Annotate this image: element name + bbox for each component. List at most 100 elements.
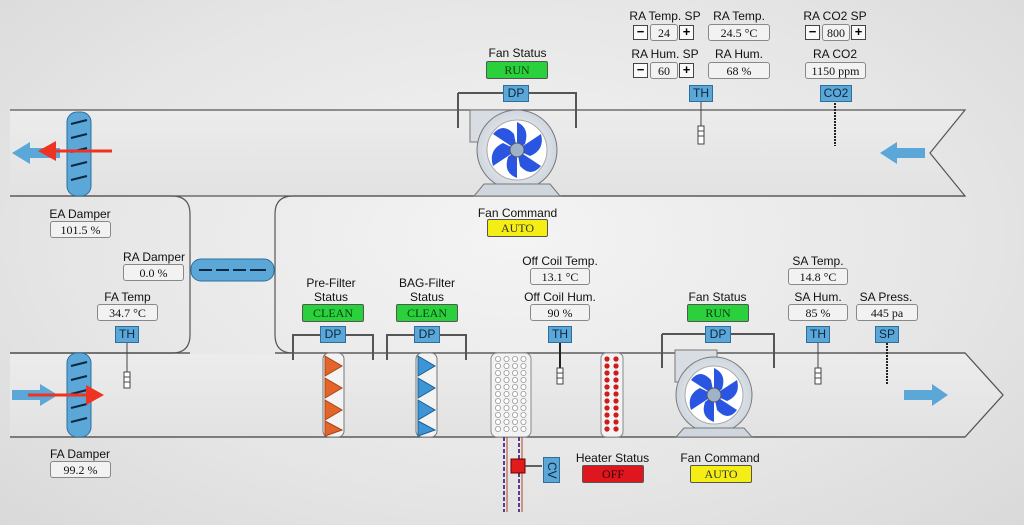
heater-element (604, 412, 610, 418)
pre-filter-label: Pre-Filter (306, 276, 356, 290)
ea-damper[interactable] (66, 111, 92, 197)
coil-tube (494, 355, 501, 362)
pre-filter-dp-tag[interactable]: DP (320, 326, 346, 343)
heater-element (604, 363, 610, 369)
coil-tube (503, 425, 510, 432)
sa-temp-value: 14.8 °C (788, 268, 848, 285)
heating-coil[interactable] (600, 352, 624, 438)
coil-tube (503, 418, 510, 425)
return-fan-command-button[interactable]: AUTO (487, 219, 548, 237)
heater-element (613, 412, 619, 418)
ra-co2-sp-value[interactable]: 800 (822, 24, 850, 41)
sa-sp-tag[interactable]: SP (875, 326, 899, 343)
off-coil-th-probe (556, 343, 564, 385)
bag-filter-status-indicator: CLEAN (396, 304, 458, 322)
off-coil-hum-label: Off Coil Hum. (524, 290, 596, 304)
control-valve[interactable] (510, 458, 542, 474)
coil-tube (494, 404, 501, 411)
fa-damper-label: FA Damper (49, 447, 111, 461)
fresh-air-arrow (12, 384, 104, 406)
ra-th-probe (697, 100, 705, 145)
heater-element (604, 391, 610, 397)
heater-element (613, 370, 619, 376)
coil-tube (520, 425, 527, 432)
ra-damper-value: 0.0 % (123, 264, 184, 281)
bag-filter-dp-tag[interactable]: DP (414, 326, 440, 343)
ra-co2-tag[interactable]: CO2 (820, 85, 852, 102)
heater-element (613, 398, 619, 404)
coil-tube (503, 404, 510, 411)
return-fan-dp-tag[interactable]: DP (503, 85, 529, 102)
coil-tube (503, 362, 510, 369)
ra-temp-sp-value[interactable]: 24 (650, 24, 678, 41)
coil-tube (520, 369, 527, 376)
coil-tube (494, 362, 501, 369)
ra-hum-sp-value[interactable]: 60 (650, 62, 678, 79)
heater-status-label: Heater Status (575, 451, 650, 465)
heater-element (613, 377, 619, 383)
coil-tube (512, 418, 519, 425)
fa-th-probe (123, 343, 131, 389)
return-fan-command-label: Fan Command (477, 206, 558, 220)
coil-tube (520, 362, 527, 369)
coil-tube (494, 383, 501, 390)
sa-temp-label: SA Temp. (792, 254, 844, 268)
supply-fan-dp-tag[interactable]: DP (705, 326, 731, 343)
sa-press-label: SA Press. (859, 290, 913, 304)
sa-th-tag[interactable]: TH (806, 326, 830, 343)
sa-hum-value: 85 % (788, 304, 848, 321)
sa-press-value: 445 pa (856, 304, 918, 321)
return-fan-status-label: Fan Status (488, 46, 547, 60)
coil-tube (512, 411, 519, 418)
exhaust-arrow (12, 141, 112, 164)
ra-co2-sp-decrease-button[interactable]: − (805, 25, 820, 40)
heater-element (613, 426, 619, 432)
supply-fan-status-label: Fan Status (688, 290, 747, 304)
coil-tube (503, 397, 510, 404)
ra-hum-sp-decrease-button[interactable]: − (633, 63, 648, 78)
off-coil-hum-value: 90 % (530, 304, 590, 321)
coil-tube (503, 390, 510, 397)
heater-element (613, 419, 619, 425)
ra-temp-sp-decrease-button[interactable]: − (633, 25, 648, 40)
return-fan[interactable] (457, 92, 577, 197)
heater-element (613, 384, 619, 390)
cooling-coil[interactable] (490, 352, 532, 438)
supply-fan-command-button[interactable]: AUTO (690, 465, 752, 483)
ra-hum-sp-label: RA Hum. SP (631, 47, 699, 61)
ra-hum-value: 68 % (708, 62, 770, 79)
heater-element (604, 405, 610, 411)
ra-temp-label: RA Temp. (713, 9, 765, 23)
coil-tube (520, 397, 527, 404)
ea-damper-value: 101.5 % (50, 221, 111, 238)
control-valve-tag[interactable]: CV (543, 457, 560, 483)
supply-fan-command-label: Fan Command (680, 451, 760, 465)
ra-hum-sp-increase-button[interactable]: + (679, 63, 694, 78)
ra-damper[interactable] (190, 258, 275, 282)
coil-tube (494, 425, 501, 432)
heater-element (613, 405, 619, 411)
return-inlet-arrow (880, 142, 925, 164)
fa-th-tag[interactable]: TH (115, 326, 139, 343)
heater-element (613, 363, 619, 369)
off-coil-th-tag[interactable]: TH (548, 326, 572, 343)
sa-hum-label: SA Hum. (794, 290, 842, 304)
coil-tube (494, 376, 501, 383)
ra-temp-sp-increase-button[interactable]: + (679, 25, 694, 40)
coil-tube (503, 376, 510, 383)
ra-co2-label: RA CO2 (812, 47, 857, 61)
ra-th-tag[interactable]: TH (689, 85, 713, 102)
heater-element (604, 419, 610, 425)
heater-element (613, 356, 619, 362)
coil-tube (512, 425, 519, 432)
supply-fan[interactable] (661, 333, 775, 438)
ra-co2-sp-increase-button[interactable]: + (851, 25, 866, 40)
coil-tube (494, 369, 501, 376)
fa-temp-label: FA Temp (104, 290, 151, 304)
coil-tube (520, 404, 527, 411)
coil-tube (503, 383, 510, 390)
coil-tube (520, 390, 527, 397)
pre-filter-status-label: Status (313, 290, 349, 304)
ra-co2-value: 1150 ppm (805, 62, 866, 79)
